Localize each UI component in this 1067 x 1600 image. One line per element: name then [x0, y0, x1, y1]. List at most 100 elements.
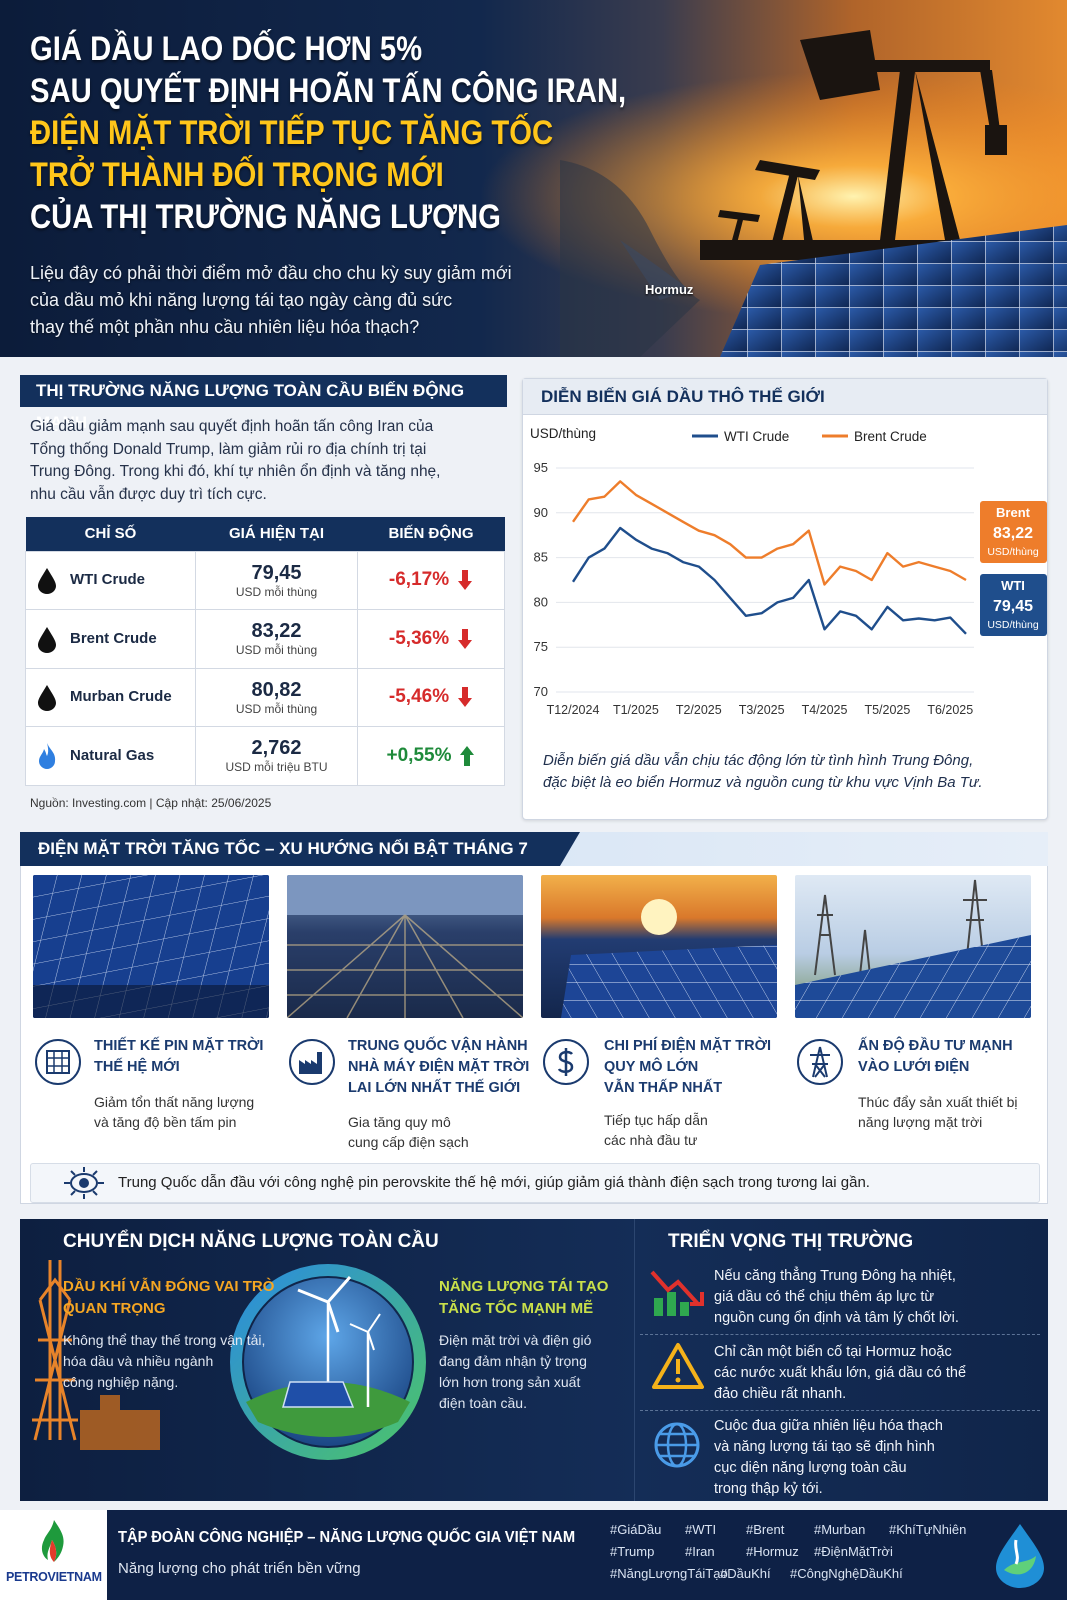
outlook-line: Nếu căng thẳng Trung Đông hạ nhiệt, — [714, 1268, 956, 1284]
text-block: Không thể thay thế trong vận tải, hóa dầu… — [63, 1330, 265, 1393]
card-text-line: và tăng độ bền tấm pin — [94, 1114, 237, 1130]
header: GIÁ DẦU LAO DỐC HƠN 5% SAU QUYẾT ĐỊNH HOÃ… — [0, 0, 1067, 357]
hashtag: #Hormuz — [746, 1544, 799, 1559]
panel-photo — [33, 875, 269, 1018]
card-title-line: QUY MÔ LỚN — [604, 1059, 699, 1075]
price-unit: USD mỗi thùng — [235, 643, 318, 658]
right-title-line: TĂNG TỐC MẠNH MẼ — [439, 1300, 594, 1317]
outlook-line: Chỉ cần một biến cố tại Hormuz hoặc — [714, 1344, 952, 1360]
card-text-line: Gia tăng quy mô — [348, 1114, 451, 1130]
change: -6,17% — [388, 569, 450, 591]
outlook-line: trong thập kỷ tới. — [714, 1481, 823, 1497]
chart-down-icon — [650, 1270, 704, 1316]
title-highlight-line: ĐIỆN MẶT TRỜI TIẾP TỤC TĂNG TỐC — [30, 114, 554, 152]
outlook-line: đảo chiều rất nhanh. — [714, 1386, 847, 1402]
annotation-box — [980, 501, 1047, 563]
chart: 70 75 80 85 90 95 USD/thùng T12/2024 T1/2025 T2/2… — [530, 426, 1047, 717]
text-block: Thúc đẩy sản xuất thiết bị năng lượng mặt… — [858, 1092, 1018, 1132]
hashtag: #CôngNghệDầuKhí — [790, 1566, 903, 1581]
footer — [0, 1510, 1067, 1600]
subtitle-line: Liệu đây có phải thời điểm mở đầu cho ch… — [30, 263, 512, 283]
down-arrow — [458, 570, 473, 591]
hashtag: #Murban — [814, 1522, 866, 1537]
text-block: Điện mặt trời và điện gió đang đảm nhận t… — [439, 1330, 591, 1414]
market-title: THỊ TRƯỜNG NĂNG LƯỢNG TOÀN CẦU BIẾN ĐỘNG… — [20, 375, 507, 432]
card-title-line: VẪN THẤP NHẤT — [604, 1080, 723, 1096]
change: +0,55% — [386, 744, 452, 766]
org-name: TẬP ĐOÀN CÔNG NGHIỆP – NĂNG LƯỢNG QUỐC G… — [118, 1529, 576, 1546]
y-tick-label: 70 — [534, 684, 548, 699]
y-axis-label: USD/thùng — [530, 426, 596, 441]
left-text-line: hóa dầu và nhiều ngành — [63, 1353, 214, 1369]
annotation-name: WTI — [1001, 578, 1025, 593]
tower-icon — [797, 1039, 843, 1085]
separator — [640, 1410, 1040, 1411]
outlook-line: giá dầu có thể chịu thêm áp lực từ — [714, 1289, 935, 1305]
row-name: Murban Crude — [70, 688, 172, 706]
x-tick-label: T6/2025 — [927, 703, 973, 717]
dollar-icon — [543, 1039, 589, 1085]
hashtag: #ĐiệnMặtTrời — [814, 1544, 893, 1559]
annotation-name: Brent — [996, 505, 1031, 520]
x-tick-label: T1/2025 — [613, 703, 659, 717]
hashtag: #KhíTựNhiên — [889, 1522, 967, 1537]
text-block: Diễn biến giá dầu vẫn chịu tác động lớn … — [543, 750, 983, 794]
farm-photo — [287, 875, 523, 1018]
chart-caption-line: Diễn biến giá dầu vẫn chịu tác động lớn … — [543, 752, 974, 769]
text-block: Giảm tổn thất năng lượng và tăng độ bền t… — [94, 1092, 254, 1132]
text-block: ẤN ĐỘ ĐẦU TƯ MẠNH VÀO LƯỚI ĐIỆN — [858, 1036, 1013, 1078]
solar-banner — [20, 832, 580, 866]
panel-icon — [35, 1039, 81, 1085]
header-art — [0, 0, 1067, 357]
row-name: WTI Crude — [70, 571, 145, 589]
transition-title: CHUYỂN DỊCH NĂNG LƯỢNG TOÀN CẦU — [63, 1231, 439, 1252]
series-line — [571, 526, 967, 635]
title-highlight-line: TRỞ THÀNH ĐỐI TRỌNG MỚI — [30, 156, 444, 194]
row-name: Natural Gas — [70, 746, 155, 764]
text-block: Liệu đây có phải thời điểm mở đầu cho ch… — [30, 260, 512, 341]
price: 2,762 — [251, 737, 302, 760]
globe-icon — [654, 1422, 700, 1468]
text-block: Gia tăng quy mô cung cấp điện sạch — [348, 1112, 469, 1152]
text-block: Cuộc đua giữa nhiên liệu hóa thạch và năn… — [714, 1416, 943, 1500]
intro-line: Trung Đông. Trong khi đó, khí tự nhiên ổ… — [30, 463, 441, 480]
card-title-line: THIẾT KẾ PIN MẶT TRỜI — [94, 1038, 264, 1054]
annotation-unit: USD/thùng — [987, 546, 1039, 558]
market-table: CHỈ SỐ GIÁ HIỆN TẠI BIẾN ĐỘNG WTI Crude … — [25, 517, 505, 786]
grid-photo — [795, 879, 1031, 1018]
right-text-line: đang đảm nhận tỷ trọng — [439, 1353, 587, 1369]
note-icon — [64, 1167, 104, 1199]
left-text-line: Không thể thay thế trong vận tải, — [63, 1332, 266, 1348]
text-block: GIÁ DẦU LAO DỐC HƠN 5% SAU QUYẾT ĐỊNH HOÃ… — [30, 28, 649, 112]
note-bar — [30, 1163, 1040, 1203]
card-text-line: Tiếp tục hấp dẫn — [604, 1112, 708, 1128]
flame-icon — [39, 742, 56, 769]
price: 79,45 — [251, 561, 302, 584]
outlook-line: và năng lượng tái tạo sẽ định hình — [714, 1439, 935, 1455]
annotation-value: 79,45 — [993, 598, 1033, 615]
card-text-line: các nhà đầu tư — [604, 1132, 698, 1148]
text-block: DẦU KHÍ VẪN ĐÓNG VAI TRÒ QUAN TRỌNG — [63, 1276, 274, 1320]
down-arrow — [458, 628, 473, 649]
card-title-line: LAI LỚN NHẤT THẾ GIỚI — [348, 1080, 521, 1096]
legend-label: WTI Crude — [724, 429, 789, 444]
text-block: THIẾT KẾ PIN MẶT TRỜI THẾ HỆ MỚI — [94, 1036, 263, 1078]
annotation-value: 83,22 — [993, 525, 1033, 542]
oil-icon — [38, 685, 56, 712]
hashtag: #Brent — [746, 1522, 785, 1537]
up-arrow — [460, 745, 475, 766]
change: -5,36% — [388, 627, 450, 649]
solar-title: ĐIỆN MẶT TRỜI TĂNG TỐC – XU HƯỚNG NỔI BẬ… — [38, 839, 528, 858]
text-block: Giá dầu giảm mạnh sau quyết định hoãn tấ… — [30, 416, 441, 506]
logo-flame — [41, 1520, 64, 1562]
slogan: Năng lượng cho phát triển bền vững — [118, 1560, 361, 1577]
card-image — [795, 875, 1031, 1018]
left-title-line: DẦU KHÍ VẪN ĐÓNG VAI TRÒ — [63, 1278, 275, 1295]
y-tick-label: 75 — [534, 639, 548, 654]
left-title-line: QUAN TRỌNG — [63, 1300, 166, 1317]
price-unit: USD mỗi thùng — [235, 584, 318, 599]
card-image — [541, 875, 777, 1018]
card-title-line: CHI PHÍ ĐIỆN MẶT TRỜI — [604, 1038, 772, 1054]
warning-icon — [652, 1343, 704, 1389]
left-text-line: công nghiệp nặng. — [63, 1374, 179, 1390]
